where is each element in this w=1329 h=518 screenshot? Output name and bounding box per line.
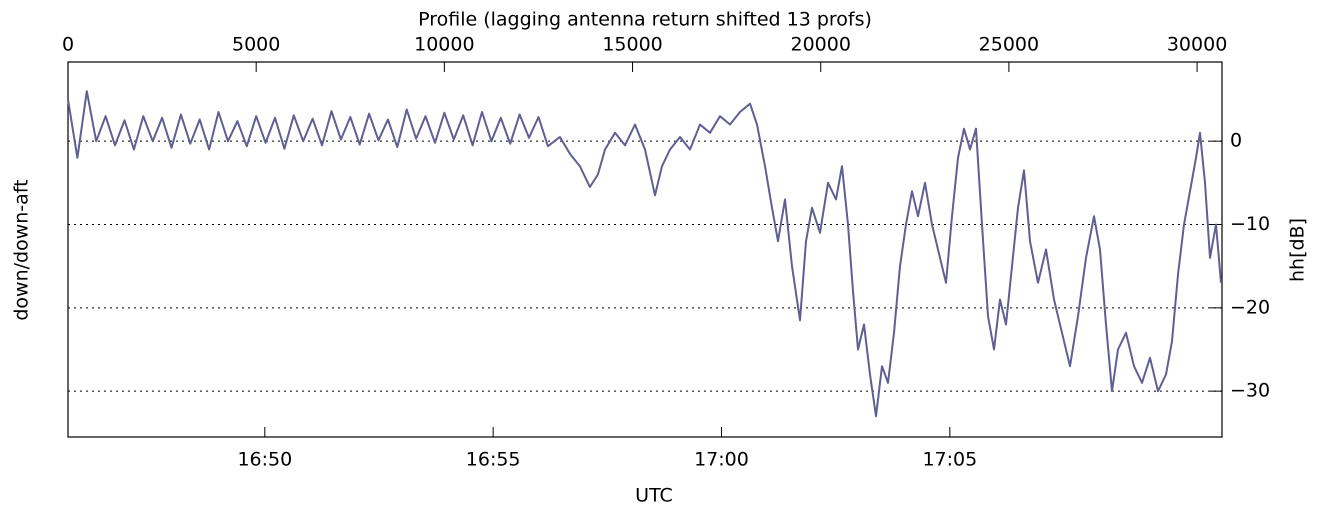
y-tick-label: −20 — [1230, 296, 1270, 318]
y-tick-label: 0 — [1230, 130, 1242, 152]
x-axis-title-bottom: UTC — [635, 485, 673, 507]
x2-tick-label: 16:55 — [466, 449, 521, 471]
x-tick-label: 10000 — [414, 34, 474, 56]
x2-tick-label: 17:05 — [922, 449, 977, 471]
x-tick-label: 5000 — [232, 34, 280, 56]
x-tick-label: 25000 — [979, 34, 1039, 56]
data-line — [67, 90, 1222, 418]
y-tick-label: −10 — [1230, 213, 1270, 235]
y-axis-title-left: down/down-aft — [11, 179, 33, 320]
plot-frame — [67, 61, 1223, 438]
y-tick-label: −30 — [1230, 380, 1270, 402]
x-tick-label: 30000 — [1167, 34, 1227, 56]
x2-tick-label: 17:00 — [694, 449, 749, 471]
x-tick-label: 20000 — [790, 34, 850, 56]
x-axis-title-top: Profile (lagging antenna return shifted … — [418, 9, 872, 31]
x2-tick-label: 16:50 — [237, 449, 292, 471]
x-tick-label: 15000 — [602, 34, 662, 56]
y-axis-title-right: hh[dB] — [1287, 218, 1309, 282]
x-tick-label: 0 — [62, 34, 74, 56]
